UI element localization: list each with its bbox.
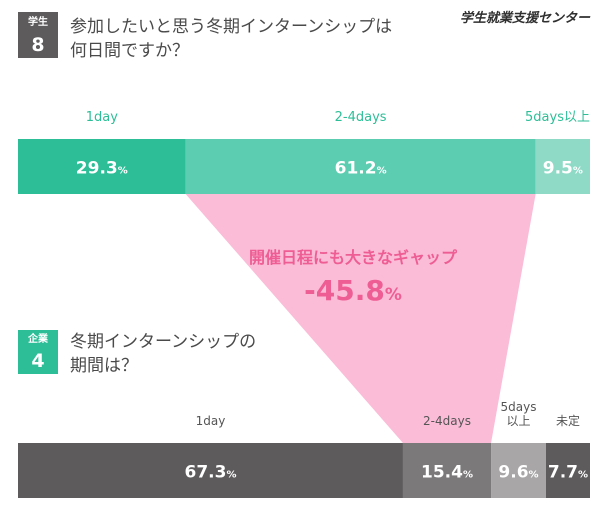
company-badge-number: 4	[31, 350, 44, 372]
student-value-unit-0: %	[118, 166, 128, 177]
company-category-label-3: 未定	[556, 413, 580, 428]
gap-value: -45.8%	[304, 274, 402, 307]
student-value-label-1: 61.2%	[335, 159, 387, 179]
student-value-number-2: 9.5	[543, 159, 573, 179]
student-bar-0	[18, 139, 186, 194]
company-value-unit-2: %	[529, 470, 539, 481]
student-question-line2: 何日間ですか？	[70, 41, 189, 61]
student-badge-bottom	[18, 30, 58, 58]
gap-value-unit: %	[385, 285, 402, 305]
company-category-label-0: 1day	[196, 414, 226, 428]
company-category-label-1: 2-4days	[423, 414, 471, 428]
gap-value-number: -45.8	[304, 274, 385, 307]
student-category-label-0: 1day	[86, 110, 118, 125]
company-badge-bottom	[18, 347, 58, 374]
company-value-number-1: 15.4	[421, 463, 463, 483]
student-value-unit-1: %	[377, 166, 387, 177]
student-question-line1: 参加したいと思う冬期インターンシップは	[70, 17, 392, 37]
company-bar-group: 67.3% 1day 15.4% 2-4days 9.6% 5days 以上 7.7% 未定	[18, 400, 590, 498]
company-value-number-3: 7.7	[548, 463, 578, 483]
company-bar-2	[491, 443, 546, 498]
student-badge-label: 学生	[28, 15, 48, 28]
student-value-number-0: 29.3	[76, 159, 118, 179]
company-category-label-2: 5days 以上	[501, 400, 537, 428]
company-badge-label: 企業	[27, 332, 49, 345]
student-value-number-1: 61.2	[335, 159, 377, 179]
student-category-label-2: 5days以上	[525, 110, 590, 125]
student-category-label-1: 2-4days	[335, 110, 387, 125]
brand-logo-text: 学生就業支援センター	[460, 10, 591, 26]
company-value-label-2: 9.6%	[498, 463, 538, 483]
company-value-label-3: 7.7%	[548, 463, 588, 483]
company-bar-3	[545, 443, 590, 498]
company-value-label-1: 15.4%	[421, 463, 473, 483]
company-value-unit-0: %	[226, 470, 236, 481]
student-badge-number: 8	[31, 34, 44, 56]
student-bar-group: 29.3% 1day 61.2% 2-4days 9.5% 5days以上	[18, 110, 590, 194]
student-bar-1	[185, 139, 536, 194]
student-bar-2	[535, 139, 590, 194]
company-value-label-0: 67.3%	[184, 463, 236, 483]
student-value-label-2: 9.5%	[543, 159, 583, 179]
company-value-number-2: 9.6	[498, 463, 528, 483]
student-value-unit-2: %	[573, 166, 583, 177]
company-question-line1: 冬期インターンシップの	[70, 332, 256, 352]
student-value-label-0: 29.3%	[76, 159, 128, 179]
company-badge-top	[18, 330, 58, 347]
gap-caption: 開催日程にも大きなギャップ	[249, 248, 458, 267]
company-value-unit-1: %	[463, 470, 473, 481]
company-value-unit-3: %	[578, 470, 588, 481]
gap-funnel	[185, 194, 536, 443]
company-value-number-0: 67.3	[184, 463, 226, 483]
company-bar-0	[18, 443, 403, 498]
student-badge-top	[18, 12, 58, 30]
company-bar-1	[402, 443, 492, 498]
company-question-line2: 期間は？	[70, 356, 138, 376]
